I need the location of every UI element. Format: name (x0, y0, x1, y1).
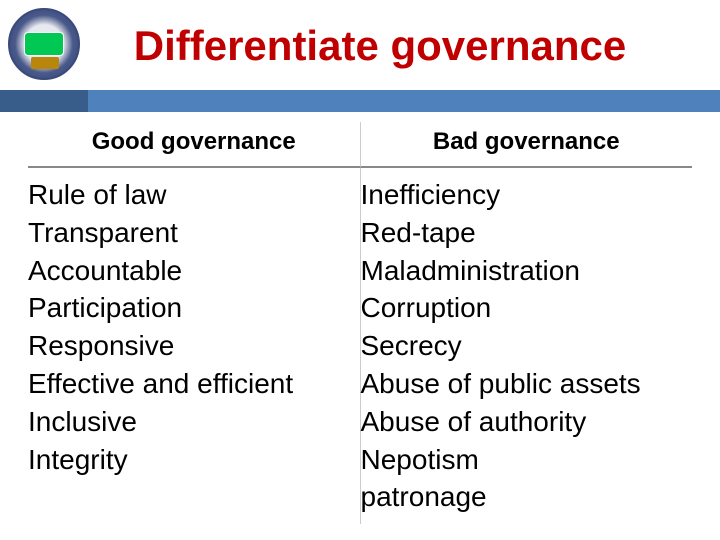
table-body-row: Rule of lawTransparentAccountablePartici… (28, 168, 692, 524)
column-header-good: Good governance (28, 122, 361, 168)
column-header-bad: Bad governance (361, 122, 693, 168)
good-governance-list: Rule of lawTransparentAccountablePartici… (28, 168, 361, 524)
table-header-row: Good governance Bad governance (28, 122, 692, 168)
comparison-table: Good governance Bad governance Rule of l… (28, 122, 692, 524)
logo-badge (8, 8, 80, 80)
bad-governance-list: InefficiencyRed-tapeMaladministrationCor… (361, 168, 693, 524)
accent-bar-small (0, 90, 88, 112)
accent-bar (0, 90, 720, 112)
logo-inner-icon (24, 32, 64, 56)
slide-title: Differentiate governance (0, 0, 720, 70)
